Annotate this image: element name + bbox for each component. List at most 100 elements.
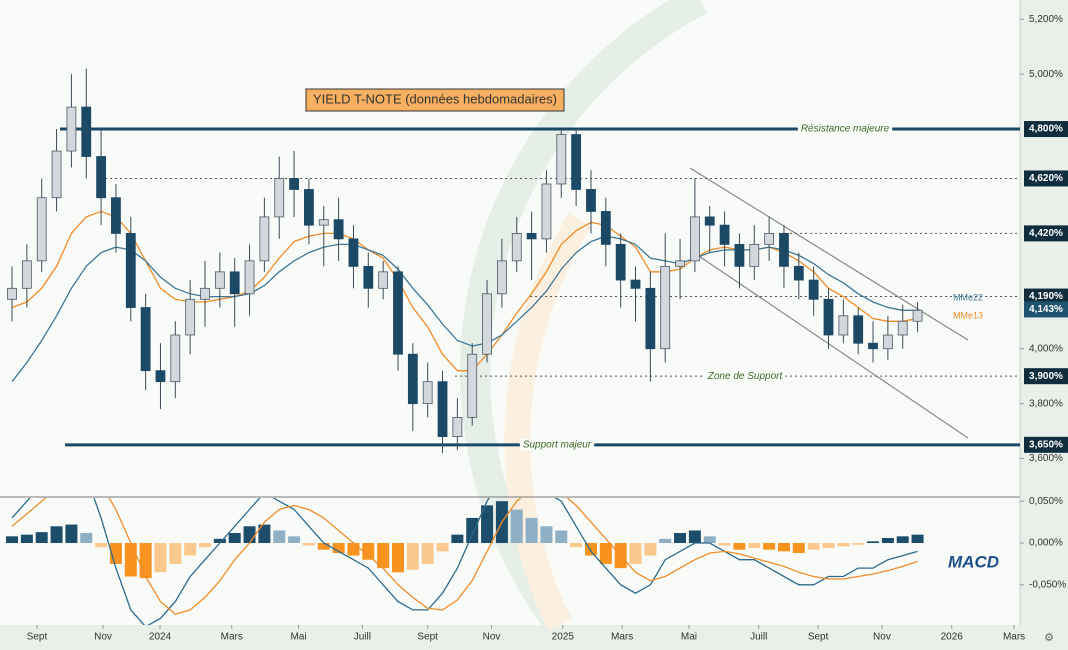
macd-bar — [540, 526, 553, 544]
level-label-box — [1024, 368, 1068, 385]
candle-body — [675, 260, 685, 267]
candle-body — [200, 287, 210, 300]
y-tick-label: 3,600% — [1029, 453, 1063, 464]
macd-bar — [6, 536, 19, 544]
x-tick-label: Juill — [354, 632, 371, 643]
macd-bar — [332, 543, 345, 554]
macd-bar — [644, 543, 657, 556]
level-label-box — [1024, 225, 1068, 242]
candle-body — [808, 279, 819, 300]
candle-body — [333, 219, 344, 240]
chart-title: YIELD T-NOTE (données hebdomadaires) — [313, 91, 557, 106]
candle-body — [81, 106, 92, 157]
y-tick-label: 5,200% — [1029, 14, 1063, 25]
macd-bar — [629, 543, 642, 564]
x-tick-label: Mai — [290, 632, 306, 643]
y-tick-label: 4,000% — [1029, 343, 1063, 354]
macd-bar — [763, 543, 776, 550]
x-tick-label: Mai — [681, 632, 697, 643]
macd-bar — [124, 543, 137, 577]
candle-body — [244, 260, 255, 295]
macd-bar — [510, 509, 523, 544]
candle-body — [704, 216, 715, 226]
macd-bar — [302, 543, 315, 546]
macd-bar — [377, 543, 390, 569]
macd-bar — [258, 524, 271, 544]
x-tick-label: Nov — [873, 632, 891, 643]
macd-bar — [436, 543, 449, 552]
watermark — [504, 213, 592, 631]
macd-bar — [273, 530, 286, 544]
y-tick-label: 0,000% — [1029, 538, 1063, 549]
candle-body — [422, 381, 433, 405]
legend-label: MMe22 — [953, 292, 983, 302]
candle-body — [497, 260, 507, 295]
y-tick-label: 0,050% — [1029, 496, 1063, 507]
macd-label: MACD — [948, 552, 999, 571]
level-label-box — [1024, 170, 1068, 187]
macd-bar — [65, 524, 78, 544]
macd-bar — [674, 532, 687, 544]
macd-bar — [20, 534, 33, 544]
x-tick-label: Nov — [483, 632, 501, 643]
macd-bar — [852, 543, 865, 545]
candle-body — [21, 260, 32, 289]
macd-bar — [451, 534, 464, 544]
candle-body — [36, 197, 47, 262]
candle-body — [868, 342, 878, 350]
macd-bar — [822, 543, 835, 549]
macd-bar — [362, 543, 375, 560]
macd-bar — [184, 543, 197, 556]
candle-body — [289, 178, 299, 190]
level-annotation: Support majeur — [523, 439, 592, 450]
candle-body — [452, 416, 463, 437]
macd-bar — [792, 543, 805, 554]
level-label: 4,620% — [1029, 173, 1063, 184]
channel-line — [689, 249, 969, 439]
candle-body — [378, 271, 389, 289]
candle-body — [348, 238, 359, 267]
macd-bar — [911, 534, 924, 544]
candle-body — [615, 243, 626, 281]
x-tick-label: 2024 — [149, 632, 172, 643]
candle-body — [586, 189, 596, 212]
candle-body — [526, 232, 537, 240]
x-tick-label: Juill — [750, 632, 767, 643]
macd-bar — [777, 543, 790, 552]
candle-body — [556, 134, 567, 185]
candle-body — [393, 271, 403, 355]
candle-body — [467, 353, 478, 418]
candle-body — [882, 334, 893, 350]
x-tick-label: 2025 — [552, 632, 575, 643]
macd-bar — [50, 526, 63, 544]
last-price-label: 4,143% — [1029, 304, 1063, 315]
macd-bar — [837, 543, 850, 547]
macd-bar — [807, 543, 820, 550]
candle-body — [363, 265, 374, 289]
y-tick-label: 3,800% — [1029, 398, 1063, 409]
macd-bar — [555, 530, 568, 544]
candle-body — [140, 307, 151, 372]
candle-body — [630, 279, 641, 289]
candle-body — [66, 106, 77, 152]
level-label: 3,650% — [1029, 439, 1063, 450]
x-tick-label: Mars — [611, 632, 633, 643]
macd-bar — [95, 543, 108, 548]
macd-bar — [347, 543, 360, 556]
candle-body — [185, 298, 196, 336]
candle-body — [407, 353, 418, 405]
macd-bar — [199, 543, 212, 548]
settings-icon[interactable]: ⚙ — [1044, 632, 1054, 644]
x-tick-label: Mars — [1003, 632, 1025, 643]
macd-bar — [243, 526, 256, 544]
x-tick-label: Sept — [417, 632, 438, 643]
title-box — [305, 88, 565, 112]
candle-body — [897, 320, 908, 336]
level-label: 4,800% — [1029, 124, 1063, 135]
candle-body — [793, 265, 804, 281]
moving-average — [11, 235, 918, 383]
candle-body — [111, 197, 121, 234]
macd-bar — [228, 532, 241, 544]
macd-bar — [867, 541, 880, 544]
